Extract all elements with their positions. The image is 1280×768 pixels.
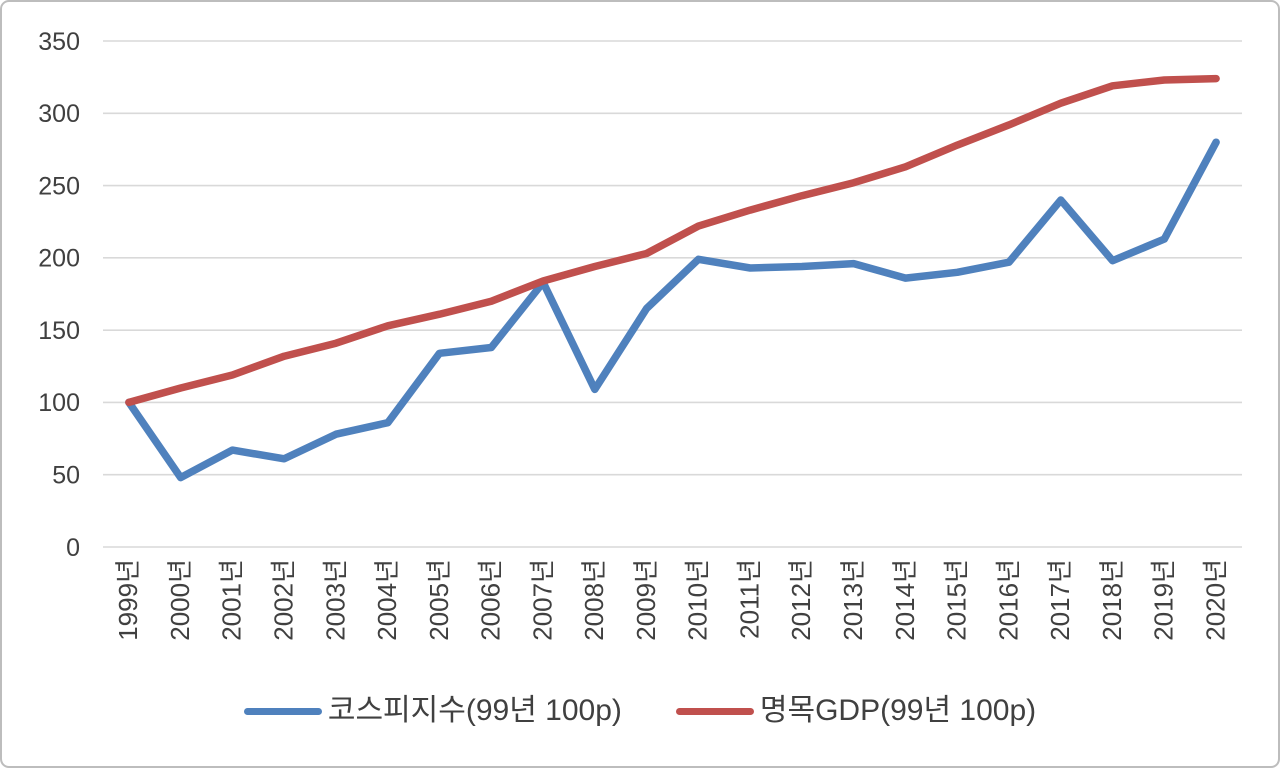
y-tick-label-300: 300 <box>38 100 80 128</box>
y-tick-label-200: 200 <box>38 245 80 273</box>
x-tick-label-2003: 2003년 <box>320 559 350 641</box>
legend-label-gdp: 명목GDP(99년 100p) <box>759 694 1037 727</box>
x-tick-label-2013: 2013년 <box>838 559 868 641</box>
x-tick-label-2002: 2002년 <box>269 559 299 641</box>
x-tick-label-2016: 2016년 <box>993 559 1023 641</box>
gridlines <box>103 40 1242 548</box>
legend-label-kospi: 코스피지수(99년 100p) <box>327 694 622 727</box>
x-tick-label-2018: 2018년 <box>1097 559 1127 641</box>
x-tick-label-2009: 2009년 <box>631 559 661 641</box>
y-axis-tick-labels: 0 50 100 150 200 250 300 350 <box>38 28 80 562</box>
series-lines <box>125 74 1220 482</box>
chart-legend: 코스피지수(99년 100p) 명목GDP(99년 100p) <box>2 694 1278 729</box>
kospi-line <box>125 138 1220 482</box>
kospi-line-swatch <box>243 707 322 715</box>
x-tick-label-1999: 1999년 <box>113 559 143 641</box>
line-chart-plot: 0 50 100 150 200 250 300 350 1999년 2000년 2001년 200… <box>38 28 1242 641</box>
x-tick-label-2006: 2006년 <box>476 559 506 641</box>
y-tick-label-350: 350 <box>38 28 80 56</box>
y-tick-label-0: 0 <box>66 534 80 562</box>
x-tick-label-2017: 2017년 <box>1045 559 1075 641</box>
x-axis-tick-labels: 1999년 2000년 2001년 2002년 2003년 2004년 2005년 2006년… <box>113 559 1230 641</box>
x-tick-label-2019: 2019년 <box>1149 559 1179 641</box>
legend-item-kospi: 코스피지수(99년 100p) <box>243 694 622 729</box>
x-tick-label-2010: 2010년 <box>683 559 713 641</box>
x-tick-label-2001: 2001년 <box>217 559 247 641</box>
gdp-line <box>125 74 1220 407</box>
x-tick-label-2007: 2007년 <box>527 559 557 641</box>
x-tick-label-2000: 2000년 <box>165 559 195 641</box>
legend-item-gdp: 명목GDP(99년 100p) <box>675 694 1037 729</box>
y-tick-label-150: 150 <box>38 317 80 345</box>
y-tick-label-100: 100 <box>38 389 80 417</box>
x-tick-label-2004: 2004년 <box>372 559 402 641</box>
y-tick-label-250: 250 <box>38 172 80 200</box>
y-tick-label-50: 50 <box>52 461 80 489</box>
x-tick-label-2015: 2015년 <box>942 559 972 641</box>
x-tick-label-2011: 2011년 <box>734 559 764 639</box>
gdp-line-swatch <box>675 707 754 715</box>
x-tick-label-2005: 2005년 <box>424 559 454 641</box>
x-tick-label-2020: 2020년 <box>1200 559 1230 641</box>
x-tick-label-2008: 2008년 <box>579 559 609 641</box>
x-tick-label-2012: 2012년 <box>786 559 816 641</box>
x-tick-label-2014: 2014년 <box>890 559 920 641</box>
